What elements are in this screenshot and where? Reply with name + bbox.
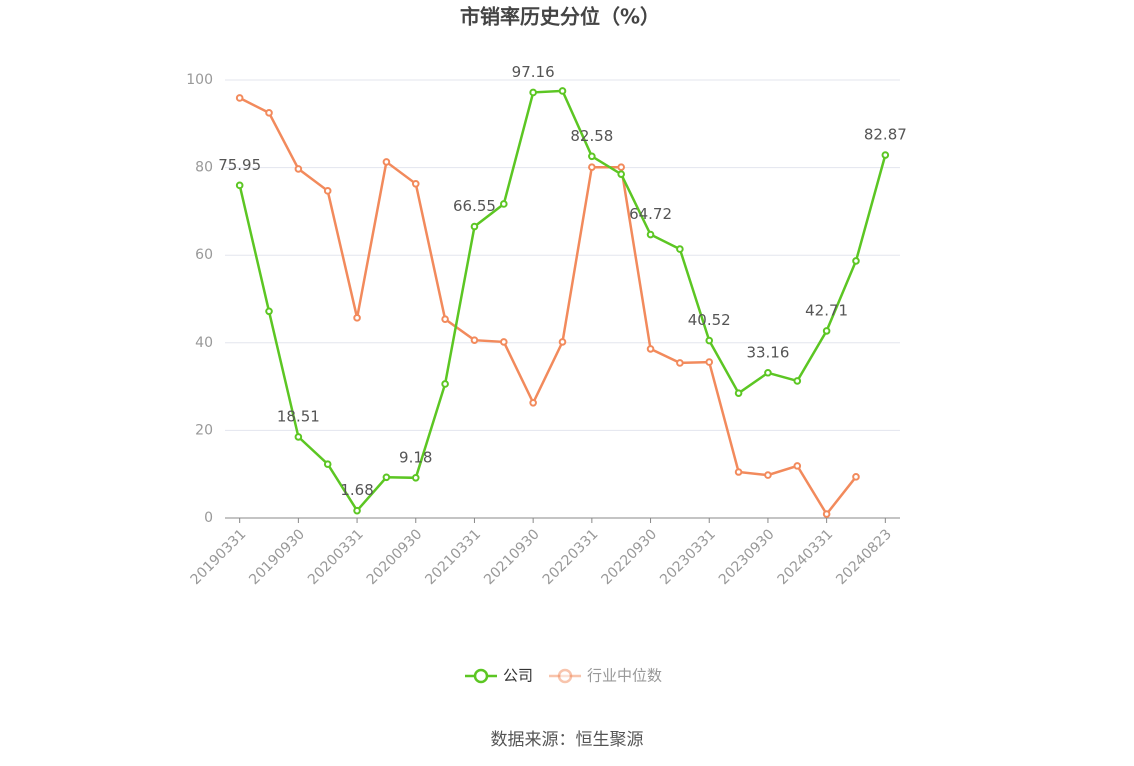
data-point (411, 180, 420, 188)
data-point (764, 471, 772, 479)
legend-icon (557, 668, 573, 684)
y-tick-label: 80 (195, 160, 213, 176)
data-label: 1.68 (340, 481, 373, 499)
data-label: 42.71 (805, 301, 848, 319)
data-label: 75.95 (218, 156, 261, 174)
legend-label: 行业中位数 (587, 667, 662, 685)
series-line (238, 89, 887, 513)
x-tick-label: 20230331 (657, 526, 719, 588)
data-point (705, 358, 714, 366)
data-point (676, 359, 684, 367)
data-point (353, 506, 361, 515)
chart-title: 市销率历史分位（%） (460, 5, 660, 29)
data-label: 64.72 (629, 205, 672, 223)
data-point (323, 187, 332, 195)
data-label: 40.52 (688, 311, 731, 329)
data-point (822, 327, 831, 335)
data-point (470, 222, 479, 231)
data-label: 33.16 (746, 343, 789, 361)
y-tick-label: 40 (195, 335, 213, 351)
x-tick-label: 20200930 (364, 526, 426, 588)
data-point (705, 336, 714, 345)
legend-label: 公司 (503, 667, 533, 685)
x-tick-label: 20220331 (540, 526, 602, 588)
series-line (239, 96, 857, 517)
data-point (852, 257, 860, 265)
data-point (558, 87, 567, 95)
data-point (353, 314, 361, 322)
data-label: 82.58 (570, 127, 613, 145)
y-tick-label: 60 (195, 247, 213, 263)
data-point (529, 399, 537, 407)
data-point (646, 230, 655, 239)
data-point (617, 163, 625, 171)
x-tick-label: 20240823 (833, 526, 895, 588)
data-point (734, 389, 743, 397)
data-point (881, 151, 890, 159)
x-tick-label: 20200331 (305, 526, 367, 588)
data-label: 9.18 (399, 448, 432, 466)
data-point (558, 338, 567, 346)
y-tick-label: 0 (204, 510, 213, 526)
data-point (500, 200, 508, 208)
data-point (588, 163, 596, 171)
x-tick-label: 20190930 (246, 526, 308, 588)
data-point (852, 473, 860, 481)
y-tick-label: 100 (186, 72, 213, 88)
data-point (235, 181, 244, 190)
data-point (617, 170, 625, 178)
data-point (382, 158, 391, 166)
data-point (294, 433, 303, 441)
data-point (646, 345, 655, 353)
x-tick-label: 20220930 (598, 526, 660, 588)
data-point (411, 473, 420, 482)
data-point (441, 380, 449, 388)
data-point (793, 462, 802, 470)
data-point (323, 460, 332, 468)
x-tick-label: 20210930 (481, 526, 543, 588)
data-point (764, 368, 772, 377)
data-label: 97.16 (512, 63, 555, 81)
data-point (822, 510, 831, 518)
data-point (294, 165, 303, 173)
x-tick-label: 20230930 (716, 526, 778, 588)
data-point (470, 336, 479, 344)
data-point (588, 152, 596, 161)
data-point (676, 245, 684, 253)
data-label: 18.51 (277, 407, 320, 425)
y-tick-label: 20 (195, 422, 213, 438)
data-label: 82.87 (864, 126, 907, 144)
data-point (235, 94, 244, 102)
data-point (441, 315, 449, 323)
data-point (265, 109, 273, 117)
data-label: 66.55 (453, 197, 496, 215)
x-tick-label: 20190331 (188, 526, 250, 588)
legend-icon (473, 668, 489, 684)
data-point (265, 307, 273, 316)
data-point (500, 338, 508, 346)
data-point (793, 377, 802, 385)
source-note: 数据来源：恒生聚源 (491, 730, 644, 750)
x-tick-label: 20240331 (775, 526, 837, 588)
data-point (529, 88, 537, 97)
data-point (382, 473, 391, 482)
data-point (734, 468, 743, 476)
x-tick-label: 20210331 (422, 526, 484, 588)
